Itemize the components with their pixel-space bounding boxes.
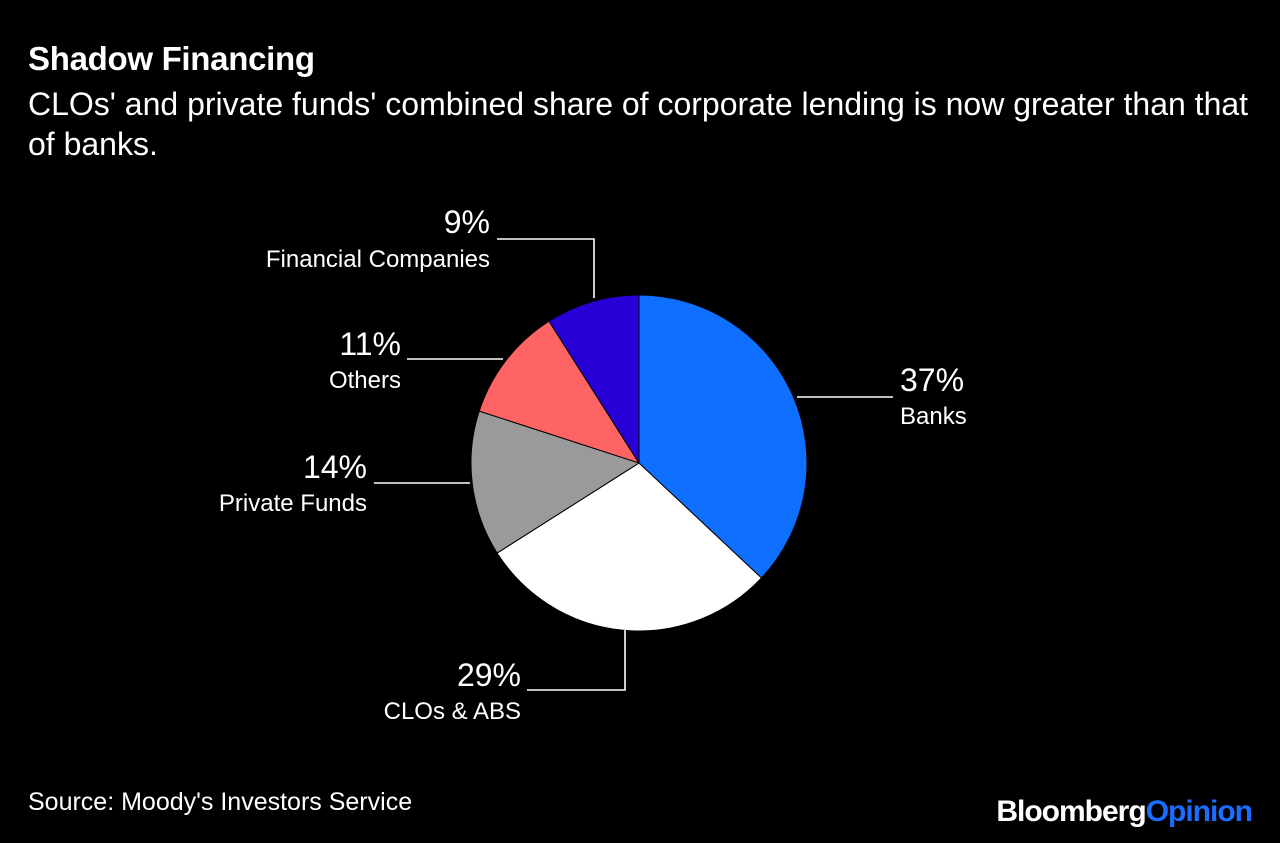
pie-labels: 37% Banks 29% CLOs & ABS 14% Private Funds 11%… [219,204,967,725]
slice-name-label-financial-companies: Financial Companies [266,246,490,273]
source-note: Source: Moody's Investors Service [28,788,413,816]
pie-slices [470,294,808,632]
slice-name-label-private-funds: Private Funds [219,490,367,517]
leader-line-financial-companies [497,238,595,298]
pie-slice-private-funds [470,410,641,554]
brand-logo: BloombergOpinion [996,795,1253,829]
slice-value-label-banks: 37% [900,362,964,398]
chart-title: Shadow Financing [28,40,315,77]
slice-name-label-clos-abs: CLOs & ABS [384,698,521,725]
pie-slice-banks [638,294,808,579]
brand-opinion: Opinion [1145,795,1253,828]
pie-slice-clos-abs [496,462,763,632]
brand-bloomberg: Bloomberg [996,795,1146,828]
slice-value-label-clos-abs: 29% [457,657,521,693]
slice-name-label-others: Others [329,367,401,394]
leader-line-clos-abs [527,630,626,691]
slice-name-label-banks: Banks [900,403,967,430]
chart-subtitle: CLOs' and private funds' combined share … [28,86,1249,162]
slice-value-label-financial-companies: 9% [444,204,490,240]
pie-slice-financial-companies [548,294,640,465]
pie-slice-others [478,320,641,464]
slice-value-label-others: 11% [339,326,401,362]
pie-leader-lines [374,238,893,691]
slice-value-label-private-funds: 14% [303,449,367,485]
